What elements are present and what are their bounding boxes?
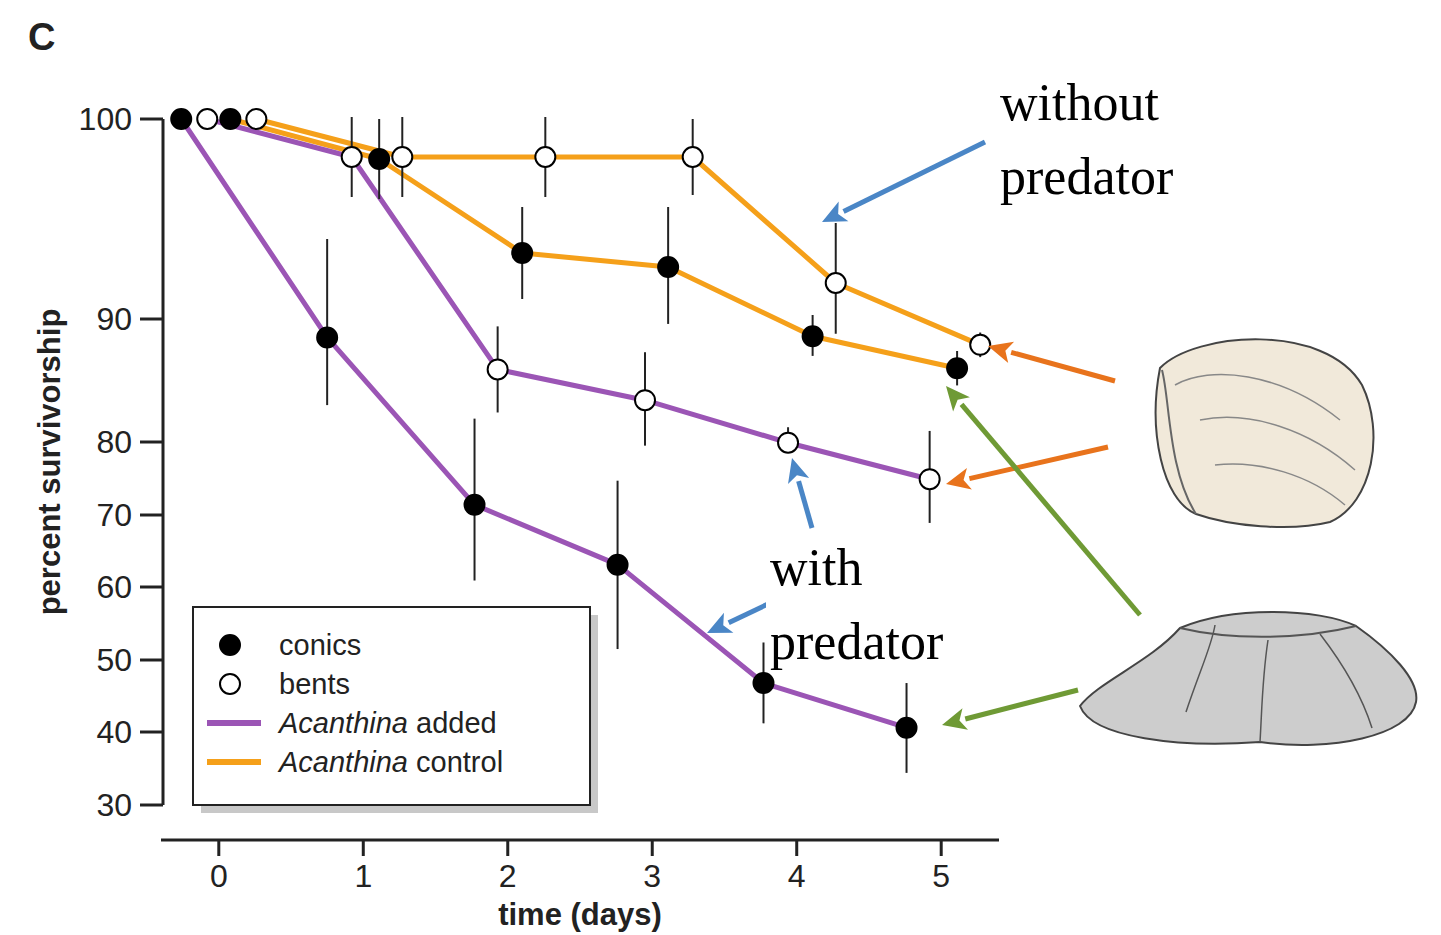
y-tick-label: 30 xyxy=(96,787,132,823)
y-tick xyxy=(140,318,163,321)
data-point xyxy=(608,555,628,575)
legend-label: Acanthina control xyxy=(277,746,503,778)
data-point xyxy=(947,358,967,378)
annotation: withpredator xyxy=(770,539,943,670)
y-tick-label: 90 xyxy=(96,301,132,337)
x-axis-line xyxy=(161,839,999,842)
data-point xyxy=(369,149,389,169)
arrow-line xyxy=(844,142,985,211)
y-tick-label: 100 xyxy=(79,101,132,137)
arrow-line xyxy=(969,447,1108,479)
data-point xyxy=(392,147,412,167)
shell xyxy=(1080,612,1416,745)
shell-ridge xyxy=(1200,417,1355,470)
data-point xyxy=(635,390,655,410)
x-tick xyxy=(651,840,654,856)
x-tick-label: 1 xyxy=(354,858,372,894)
data-point xyxy=(753,673,773,693)
arrow-head xyxy=(822,202,848,222)
legend-marker xyxy=(220,674,240,694)
data-point xyxy=(171,109,191,129)
data-point xyxy=(826,273,846,293)
arrow-line xyxy=(962,404,1140,615)
bent-limpet-icon xyxy=(1156,339,1374,527)
y-tick xyxy=(140,731,163,734)
panel-label: C xyxy=(28,16,55,58)
x-tick-label: 3 xyxy=(643,858,661,894)
y-tick xyxy=(140,586,163,589)
y-tick-label: 50 xyxy=(96,642,132,678)
data-point xyxy=(897,718,917,738)
data-point xyxy=(920,469,940,489)
x-tick-label: 2 xyxy=(499,858,517,894)
arrow-head xyxy=(707,613,733,633)
error-bar xyxy=(326,239,328,405)
legend-line xyxy=(207,759,261,765)
data-point xyxy=(535,147,555,167)
shell-ridge xyxy=(1162,370,1196,514)
data-point xyxy=(970,335,990,355)
data-point xyxy=(658,257,678,277)
y-axis-line xyxy=(162,119,165,805)
shell-ridge xyxy=(1215,464,1345,505)
arrow-head xyxy=(946,468,972,489)
data-point xyxy=(512,243,532,263)
x-tick-label: 0 xyxy=(210,858,228,894)
x-tick xyxy=(362,840,365,856)
x-axis-title: time (days) xyxy=(498,897,662,932)
x-tick-label: 5 xyxy=(932,858,950,894)
y-tick-label: 40 xyxy=(96,714,132,750)
legend-box xyxy=(193,607,590,805)
x-tick xyxy=(506,840,509,856)
x-tick-label: 4 xyxy=(788,858,806,894)
conic-limpet-icon xyxy=(1080,612,1416,745)
shell-apex xyxy=(1180,626,1356,637)
shell-ridge xyxy=(1260,640,1268,742)
data-point xyxy=(197,109,217,129)
shell-ridge xyxy=(1175,375,1340,420)
y-tick-label: 70 xyxy=(96,497,132,533)
data-point xyxy=(246,109,266,129)
data-point xyxy=(220,109,240,129)
x-tick xyxy=(795,840,798,856)
y-tick-label: 60 xyxy=(96,569,132,605)
data-point xyxy=(803,326,823,346)
data-point xyxy=(465,495,485,515)
arrow-line xyxy=(965,690,1078,719)
arrow-head xyxy=(942,708,968,729)
data-point xyxy=(488,359,508,379)
y-tick xyxy=(140,659,163,662)
y-tick xyxy=(140,441,163,444)
legend-line xyxy=(207,720,261,726)
series-line xyxy=(207,119,929,479)
y-axis-title: percent survivorship xyxy=(32,309,67,616)
x-tick xyxy=(940,840,943,856)
arrow-head xyxy=(788,458,809,484)
y-tick xyxy=(140,118,163,121)
arrow-line xyxy=(799,481,812,528)
legend-label: bents xyxy=(279,668,350,700)
data-point xyxy=(683,147,703,167)
legend-marker xyxy=(220,635,240,655)
chart: C 30 40 50 60 70 80 90 100 0 1 2 3 4 5 time (days) perce… xyxy=(0,0,1441,935)
arrow-head xyxy=(946,386,970,411)
shell-ridge xyxy=(1186,625,1215,712)
series-line xyxy=(230,119,957,368)
legend-label: conics xyxy=(279,629,361,661)
x-tick xyxy=(217,840,220,856)
legend-label: Acanthina added xyxy=(277,707,497,739)
arrow-line xyxy=(1011,352,1115,381)
data-point xyxy=(342,147,362,167)
shell xyxy=(1156,339,1374,527)
data-point xyxy=(778,433,798,453)
y-tick-label: 80 xyxy=(96,424,132,460)
shell-ridge xyxy=(1320,634,1372,728)
y-tick xyxy=(140,804,163,807)
data-point xyxy=(317,327,337,347)
arrow-head xyxy=(988,342,1014,363)
y-tick xyxy=(140,514,163,517)
arrow-line xyxy=(729,604,768,623)
annotation: withoutpredator xyxy=(1000,74,1173,205)
